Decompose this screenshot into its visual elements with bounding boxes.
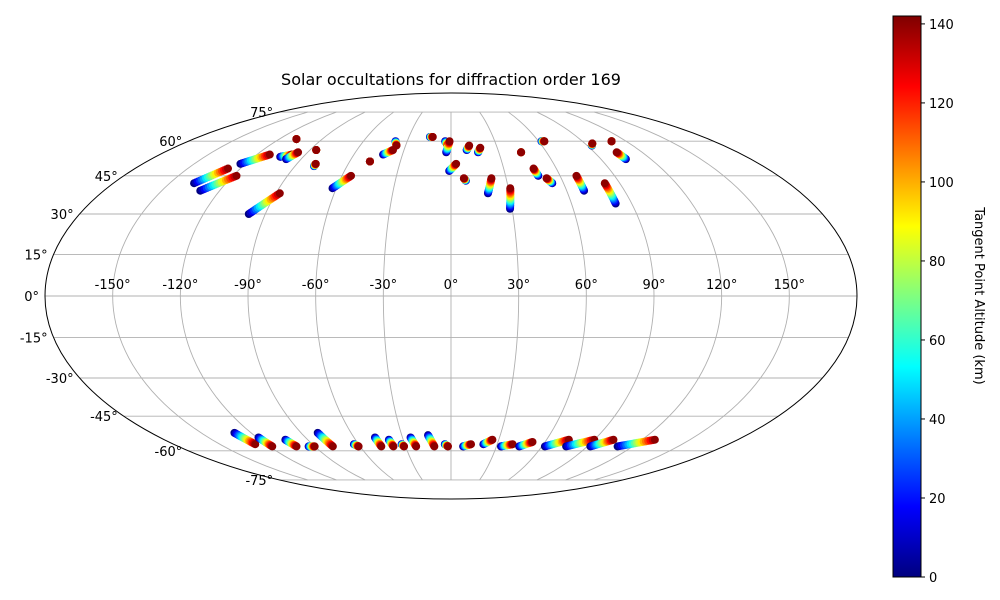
colorbar-ticks: 0 20 40 60 80 100 120 140 [921, 18, 954, 586]
longitude-gridline [112, 111, 308, 481]
colorbar-gradient [892, 15, 922, 578]
scatter-point [443, 442, 452, 451]
map-frame [44, 92, 858, 500]
scatter-point [328, 442, 337, 451]
scatter-point [251, 440, 260, 449]
scatter-point [508, 440, 517, 449]
colorbar: 0 20 40 60 80 100 120 140 Tangent Point Altitud… [892, 15, 986, 586]
scatter-point [488, 435, 497, 444]
latitude-tick-label: -45° [90, 410, 118, 425]
scatter-point [445, 137, 454, 146]
longitude-tick-label: -120° [162, 278, 198, 293]
colorbar-tick-label: 80 [929, 255, 946, 270]
scatter-point [612, 148, 621, 157]
scatter-point [529, 164, 538, 173]
longitude-tick-label: 120° [706, 278, 737, 293]
scatter-point [294, 148, 303, 157]
scatter-point [465, 141, 474, 150]
latitude-tick-label: 45° [95, 170, 118, 185]
longitude-tick-label: -90° [234, 278, 262, 293]
longitude-gridline [508, 111, 587, 481]
longitude-tick-label: -150° [95, 278, 131, 293]
latitude-tick-label: -60° [155, 445, 183, 460]
scatter-point [292, 442, 301, 451]
scatter-point [275, 189, 284, 198]
scatter-point [311, 159, 320, 168]
longitude-tick-label: 90° [642, 278, 665, 293]
scatter-point [540, 137, 549, 146]
scatter-point [572, 171, 581, 180]
longitude-gridline [594, 111, 790, 481]
latitude-tick-label: 75° [250, 106, 273, 121]
longitude-tick-label: 60° [575, 278, 598, 293]
scatter-point [310, 442, 319, 451]
scatter-point [467, 440, 476, 449]
scatter-point [609, 435, 618, 444]
longitude-tick-label: 150° [774, 278, 805, 293]
latitude-tick-label: 30° [51, 208, 74, 223]
scatter-point [354, 442, 363, 451]
scatter-point [265, 150, 274, 159]
latitude-tick-label: -75° [245, 474, 273, 489]
scatter-point [588, 139, 597, 148]
scatter-point [292, 135, 301, 144]
scatter-point [607, 137, 616, 146]
scatter-point [412, 442, 421, 451]
latitude-tick-label: -15° [20, 332, 48, 347]
latitude-tick-label: 60° [159, 135, 182, 150]
scatter-point [459, 174, 468, 183]
longitude-gridline [247, 111, 366, 481]
scatter-point [347, 171, 356, 180]
scatter-point [224, 164, 233, 173]
chart-title: Solar occultations for diffraction order… [281, 70, 621, 89]
scatter-point [392, 141, 401, 150]
axis-labels: -150° -120° -90° -60° -30° 0° 30° 60° 90° 120° 150… [20, 106, 805, 489]
colorbar-tick-label: 140 [929, 18, 954, 33]
map-boundary [44, 92, 858, 500]
colorbar-label: Tangent Point Altitude (km) [971, 206, 986, 384]
latitude-tick-label: 15° [25, 248, 48, 263]
colorbar-tick-label: 0 [929, 571, 937, 586]
scatter-point [528, 437, 537, 446]
scatter-point [476, 143, 485, 152]
scatter-point [650, 435, 659, 444]
scatter-point [428, 132, 437, 141]
scatter-point [600, 179, 609, 188]
scatter-point [452, 159, 461, 168]
scatter-point [365, 157, 374, 166]
longitude-gridline [565, 111, 723, 481]
scatter-point [377, 442, 386, 451]
scatter-point [430, 442, 439, 451]
colorbar-tick-label: 20 [929, 492, 946, 507]
scatter-point [232, 171, 241, 180]
longitude-gridline [382, 111, 423, 481]
graticule [45, 111, 857, 481]
scatter-points [190, 132, 659, 451]
longitude-gridline [536, 111, 655, 481]
scatter-point [506, 184, 515, 193]
colorbar-tick-label: 60 [929, 334, 946, 349]
scatter-point [312, 146, 321, 155]
scatter-point [389, 442, 398, 451]
scatter-point [268, 442, 277, 451]
longitude-tick-label: -30° [369, 278, 397, 293]
scatter-point [517, 148, 526, 157]
longitude-gridline [479, 111, 520, 481]
scatter-point [400, 442, 409, 451]
longitude-gridline [315, 111, 394, 481]
latitude-tick-label: -30° [46, 372, 74, 387]
scatter-point [542, 174, 551, 183]
latitude-tick-label: 0° [24, 290, 39, 305]
scatter-point [487, 174, 496, 183]
colorbar-tick-label: 120 [929, 97, 954, 112]
colorbar-tick-label: 100 [929, 176, 954, 191]
longitude-tick-label: 0° [444, 278, 459, 293]
colorbar-tick-label: 40 [929, 413, 946, 428]
longitude-tick-label: -60° [302, 278, 330, 293]
longitude-tick-label: 30° [507, 278, 530, 293]
